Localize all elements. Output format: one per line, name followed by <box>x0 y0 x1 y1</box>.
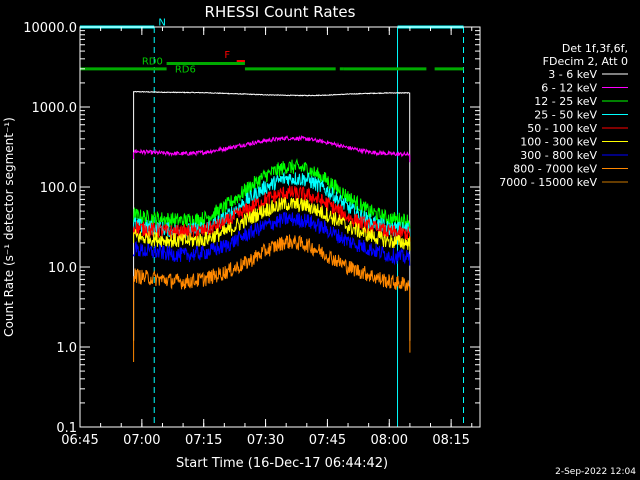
x-tick-label: 07:30 <box>247 433 284 448</box>
x-tick-label: 07:45 <box>309 433 346 448</box>
y-tick-label: 10000.0 <box>23 21 77 36</box>
legend-label: 50 - 100 keV <box>527 122 597 135</box>
flag-label-flare: F <box>224 50 230 61</box>
legend: Det 1f,3f,6f, FDecim 2, Att 0 3 - 6 keV6… <box>499 42 628 189</box>
y-tick-label: 0.1 <box>56 421 77 436</box>
x-tick-label: 07:15 <box>185 433 222 448</box>
x-tick-label: 08:15 <box>432 433 469 448</box>
series-line-5 <box>133 196 411 251</box>
legend-label: 12 - 25 keV <box>534 95 597 108</box>
legend-header-line-1: Det 1f,3f,6f, <box>562 42 628 55</box>
series-line-6 <box>133 211 411 266</box>
legend-header-line-2: FDecim 2, Att 0 <box>543 55 628 68</box>
plot-frame <box>79 26 481 428</box>
series-line-7 <box>133 234 411 362</box>
legend-label: 25 - 50 keV <box>534 109 597 122</box>
flag-label-rd0: RD0 <box>142 56 163 67</box>
y-axis-label: Count Rate (s⁻¹ detector segment⁻¹) <box>2 117 16 337</box>
legend-label: 6 - 12 keV <box>541 82 597 95</box>
flag-label-rd6: RD6 <box>175 64 196 75</box>
series-line-1 <box>133 134 411 163</box>
y-tick-label: 10.0 <box>48 261 77 276</box>
y-tick-label: 1.0 <box>56 341 77 356</box>
legend-label: 100 - 300 keV <box>520 136 597 149</box>
series-line-4 <box>133 185 411 242</box>
y-tick-label: 100.0 <box>40 181 77 196</box>
legend-label: 3 - 6 keV <box>548 68 597 81</box>
legend-label: 7000 - 15000 keV <box>499 176 597 189</box>
footer-date: 2-Sep-2022 12:04 <box>555 467 636 477</box>
series-line-0 <box>133 90 411 341</box>
legend-label: 300 - 800 keV <box>520 149 597 162</box>
chart-title: RHESSI Count Rates <box>205 3 356 21</box>
series-line-3 <box>133 171 411 239</box>
series-line-2 <box>133 158 411 229</box>
x-tick-label: 07:00 <box>123 433 160 448</box>
x-tick-label: 06:45 <box>61 433 98 448</box>
x-tick-label: 08:00 <box>371 433 408 448</box>
legend-label: 800 - 7000 keV <box>513 163 597 176</box>
y-tick-label: 1000.0 <box>32 101 78 116</box>
flag-label-night: N <box>158 17 165 28</box>
x-axis-label: Start Time (16-Dec-17 06:44:42) <box>176 456 388 471</box>
